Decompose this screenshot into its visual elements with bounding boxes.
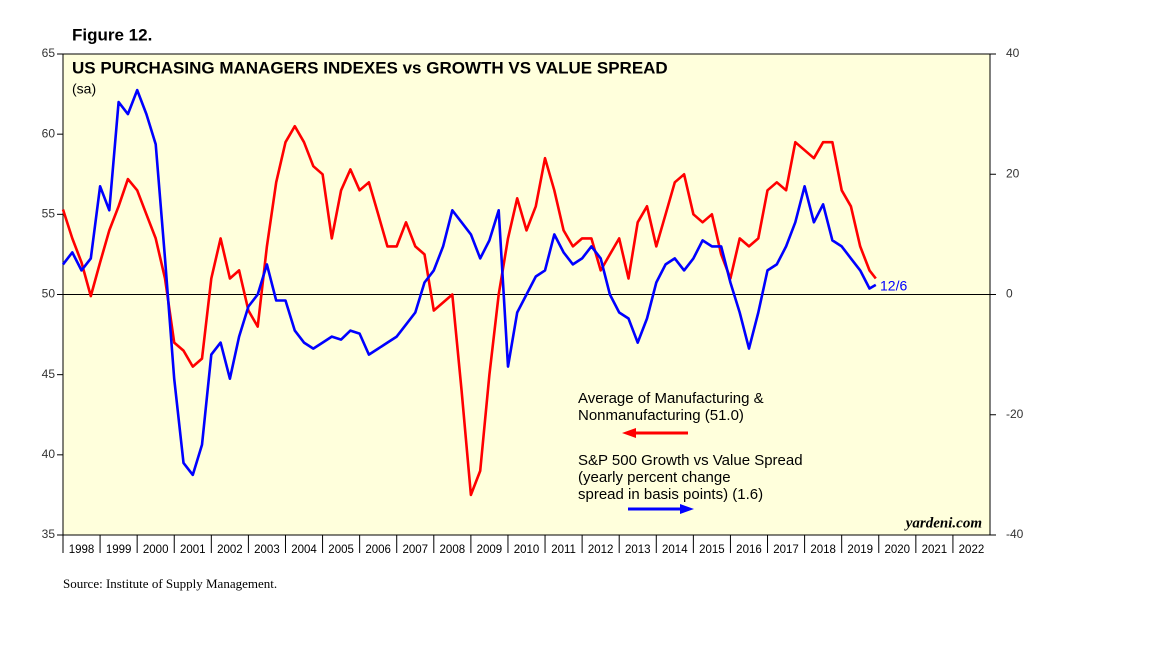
x-tick-label: 2014: [662, 544, 688, 556]
x-tick-label: 2016: [736, 544, 762, 556]
x-tick-label: 2019: [847, 544, 873, 556]
x-tick-label: 2003: [254, 544, 280, 556]
x-tick-label: 2010: [514, 544, 540, 556]
series-line: [61, 88, 877, 477]
y2-tick-label: -40: [1006, 527, 1024, 541]
y-tick-label: 60: [42, 126, 56, 140]
x-tick-label: 2004: [291, 544, 317, 556]
x-tick-label: 2001: [180, 544, 206, 556]
x-tick-label: 2007: [402, 544, 428, 556]
y2-tick-label: 40: [1006, 46, 1020, 60]
legend-label: S&P 500 Growth vs Value Spread (yearly p…: [578, 452, 803, 503]
x-tick-label: 2013: [625, 544, 651, 556]
chart-subtitle: (sa): [72, 81, 96, 97]
chart-title: US PURCHASING MANAGERS INDEXES vs GROWTH…: [72, 58, 668, 77]
x-tick-label: 2021: [922, 544, 948, 556]
y-tick-label: 50: [42, 287, 56, 301]
y2-tick-label: 20: [1006, 166, 1020, 180]
y-tick-label: 55: [42, 207, 56, 221]
legend-swatch: [680, 504, 694, 514]
watermark: yardeni.com: [904, 515, 982, 531]
legend-label: Average of Manufacturing & Nonmanufactur…: [578, 390, 764, 424]
x-tick-label: 2022: [959, 544, 985, 556]
x-tick-label: 2009: [477, 544, 503, 556]
series-line: [61, 124, 877, 497]
source: Source: Institute of Supply Management.: [63, 576, 277, 591]
x-tick-label: 2017: [773, 544, 799, 556]
x-tick-label: 1998: [69, 544, 95, 556]
x-tick-label: 2011: [551, 544, 576, 556]
x-tick-label: 2018: [810, 544, 836, 556]
annotation: 12/6: [880, 278, 907, 294]
x-tick-label: 2000: [143, 544, 169, 556]
figure-label: Figure 12.: [72, 25, 152, 44]
y-tick-label: 35: [42, 527, 56, 541]
y-tick-label: 65: [42, 46, 56, 60]
x-tick-label: 1999: [106, 544, 132, 556]
legend-swatch: [622, 428, 636, 438]
x-tick-label: 2015: [699, 544, 725, 556]
x-tick-label: 2006: [365, 544, 391, 556]
y-tick-label: 40: [42, 447, 56, 461]
x-tick-label: 2012: [588, 544, 614, 556]
x-tick-label: 2005: [328, 544, 354, 556]
x-tick-label: 2002: [217, 544, 243, 556]
x-tick-label: 2008: [440, 544, 466, 556]
x-tick-label: 2020: [885, 544, 911, 556]
y-tick-label: 45: [42, 367, 56, 381]
y2-tick-label: -20: [1006, 407, 1024, 421]
y2-tick-label: 0: [1006, 287, 1013, 301]
